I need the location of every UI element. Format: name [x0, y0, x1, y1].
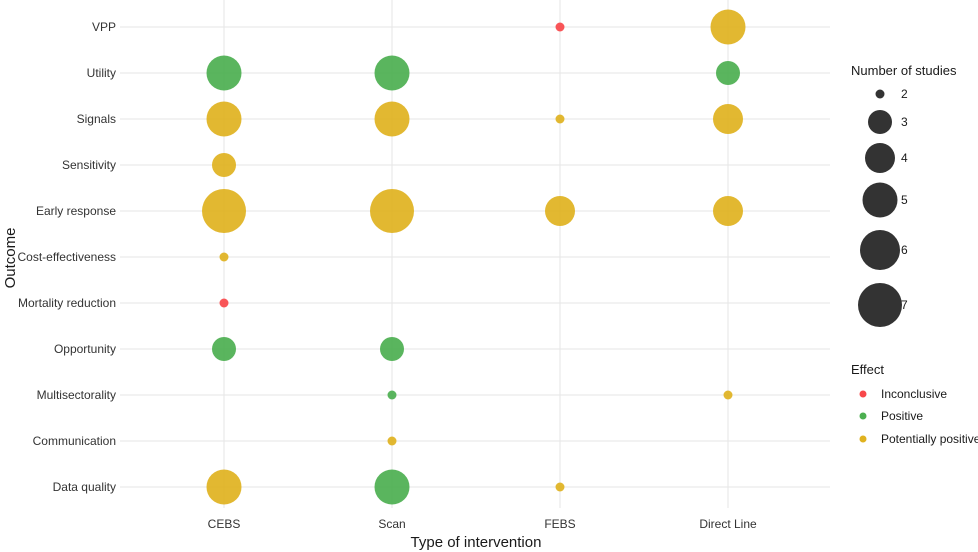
- bubble-point: [212, 337, 236, 361]
- color-legend: Effect Inconclusive Positive Potentially p…: [851, 362, 978, 446]
- x-tick-labels: CEBS Scan FEBS Direct Line: [208, 517, 757, 531]
- bubble-point: [212, 153, 236, 177]
- y-tick-label: Data quality: [53, 480, 116, 494]
- y-tick-labels: VPP Utility Signals Sensitivity Early respon…: [18, 20, 117, 494]
- bubble-point: [206, 469, 242, 505]
- y-tick-label: Early response: [36, 204, 116, 218]
- bubble-point: [202, 189, 246, 233]
- x-tick-label: Scan: [378, 517, 405, 531]
- y-tick-label: Cost-effectiveness: [18, 250, 117, 264]
- bubble-point: [380, 337, 404, 361]
- size-legend-key: [868, 110, 892, 134]
- color-legend-label: Positive: [881, 409, 923, 423]
- y-axis-title: Outcome: [2, 228, 19, 289]
- bubble-point: [723, 390, 733, 400]
- bubble-point: [545, 196, 575, 226]
- bubble-point: [387, 390, 397, 400]
- y-tick-label: Sensitivity: [62, 158, 116, 172]
- bubble-point: [206, 55, 242, 91]
- bubble-point: [713, 196, 743, 226]
- size-legend-label: 7: [901, 298, 908, 312]
- bubble-point: [555, 482, 565, 492]
- color-legend-label: Inconclusive: [881, 387, 947, 401]
- bubble-point: [370, 189, 414, 233]
- x-tick-label: CEBS: [208, 517, 241, 531]
- size-legend-key: [860, 230, 900, 270]
- color-legend-label: Potentially positive: [881, 432, 978, 446]
- y-tick-label: Communication: [33, 434, 116, 448]
- points: [202, 9, 746, 505]
- color-legend-key: [859, 390, 867, 398]
- y-tick-label: Utility: [87, 66, 116, 80]
- bubble-point: [713, 104, 743, 134]
- bubble-point: [374, 101, 410, 137]
- size-legend-label: 3: [901, 115, 908, 129]
- y-tick-label: Mortality reduction: [18, 296, 116, 310]
- y-tick-label: Opportunity: [54, 342, 116, 356]
- size-legend: Number of studies 2 3 4 5 6 7: [851, 63, 957, 327]
- size-legend-label: 6: [901, 243, 908, 257]
- x-tick-label: Direct Line: [699, 517, 757, 531]
- y-tick-label: Multisectorality: [37, 388, 116, 402]
- bubble-point: [387, 436, 397, 446]
- size-legend-key: [862, 182, 898, 218]
- bubble-point: [555, 22, 565, 32]
- size-legend-key: [865, 143, 895, 173]
- size-legend-label: 4: [901, 151, 908, 165]
- y-tick-label: VPP: [92, 20, 116, 34]
- bubble-point: [206, 101, 242, 137]
- bubble-point: [219, 252, 229, 262]
- size-legend-key: [858, 283, 902, 327]
- bubble-point: [374, 469, 410, 505]
- color-legend-key: [859, 412, 867, 420]
- color-legend-title: Effect: [851, 362, 884, 377]
- bubble-point: [374, 55, 410, 91]
- x-tick-label: FEBS: [544, 517, 575, 531]
- color-legend-key: [859, 435, 867, 443]
- bubble-point: [716, 61, 740, 85]
- size-legend-title: Number of studies: [851, 63, 957, 78]
- bubble-point: [555, 114, 565, 124]
- bubble-point: [219, 298, 229, 308]
- y-tick-label: Signals: [77, 112, 116, 126]
- size-legend-label: 5: [901, 193, 908, 207]
- size-legend-label: 2: [901, 87, 908, 101]
- x-axis-title: Type of intervention: [411, 534, 542, 551]
- size-legend-key: [875, 89, 885, 99]
- bubble-point: [710, 9, 746, 45]
